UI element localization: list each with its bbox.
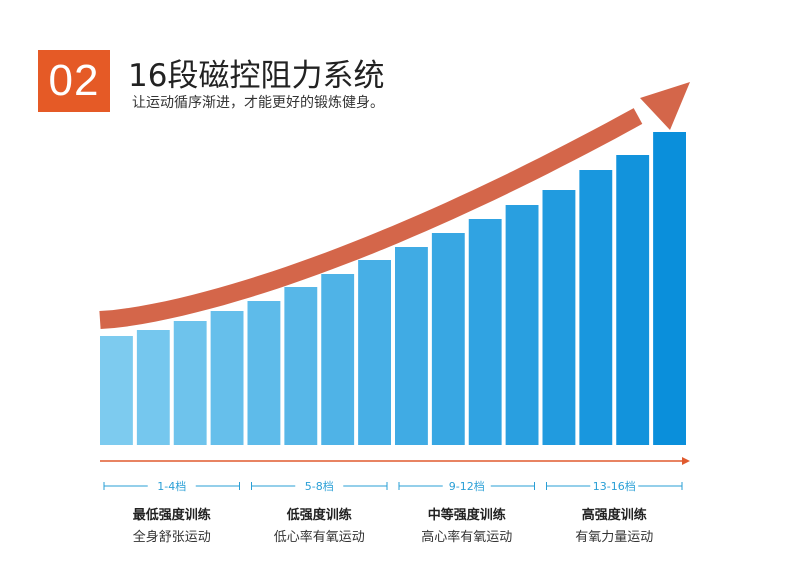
x-axis-arrow (682, 457, 690, 465)
range-label: 13-16档 (593, 479, 636, 493)
bar-4 (210, 311, 244, 445)
bar-16 (653, 132, 686, 445)
intensity-level-label: 低强度训练 (286, 508, 352, 523)
bar-9 (395, 247, 428, 445)
intensity-level-label: 中等强度训练 (427, 508, 506, 523)
bar-7 (321, 274, 355, 445)
bar-5 (247, 301, 281, 445)
intensity-description: 全身舒张运动 (132, 530, 211, 545)
bar-10 (431, 233, 465, 445)
intensity-description: 有氧力量运动 (575, 530, 654, 545)
range-label: 5-8档 (305, 479, 334, 493)
growth-arrow-band (99, 108, 643, 329)
growth-arrow-head (640, 82, 690, 130)
intensity-description: 低心率有氧运动 (273, 530, 365, 545)
bar-8 (358, 260, 391, 445)
intensity-level-label: 最低强度训练 (132, 508, 211, 523)
page-title: 16段磁控阻力系统 (128, 58, 385, 94)
section-number: 02 (48, 56, 100, 105)
section-number-badge: 02 (38, 50, 110, 112)
bar-12 (505, 205, 539, 445)
bar-2 (136, 330, 170, 445)
bar-11 (468, 219, 502, 445)
bar-15 (616, 155, 650, 445)
page-subtitle: 让运动循序渐进，才能更好的锻炼健身。 (132, 95, 384, 111)
bar-6 (284, 287, 318, 445)
intensity-description: 高心率有氧运动 (421, 530, 513, 545)
bar-1 (100, 336, 133, 445)
bar-3 (173, 321, 207, 445)
range-label: 9-12档 (449, 479, 485, 493)
bar-13 (542, 190, 576, 445)
intensity-level-label: 高强度训练 (581, 508, 647, 523)
bar-14 (579, 170, 613, 445)
range-label: 1-4档 (157, 479, 186, 493)
